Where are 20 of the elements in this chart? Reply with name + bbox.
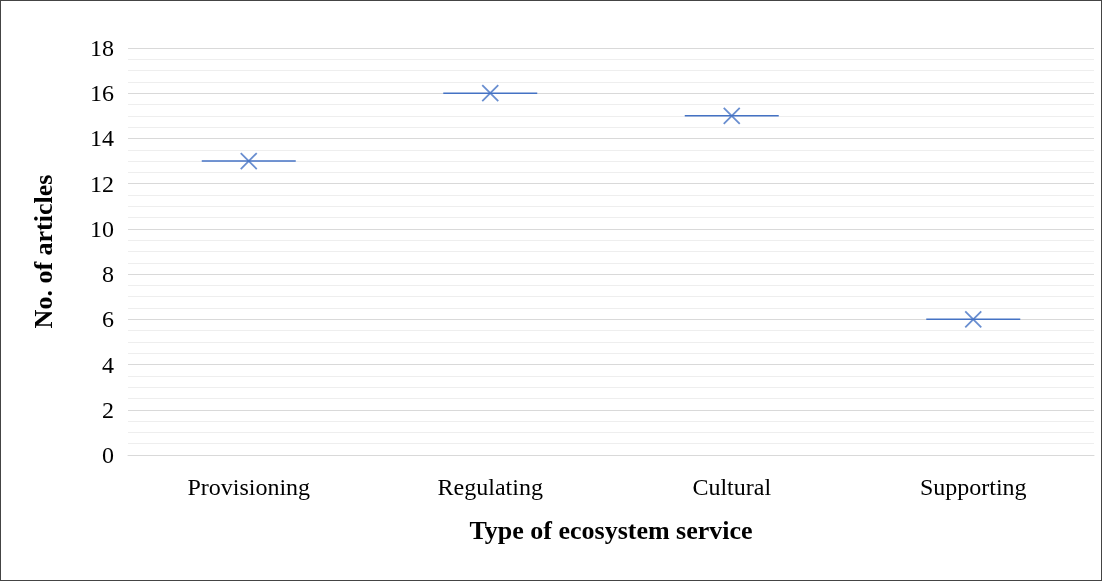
y-tick-label: 12 bbox=[90, 170, 114, 197]
x-tick-label: Supporting bbox=[919, 474, 1027, 500]
y-axis-title: No. of articles bbox=[28, 174, 58, 329]
x-tick-label: Regulating bbox=[437, 474, 543, 500]
point bbox=[964, 310, 983, 329]
y-tick-label: 2 bbox=[102, 396, 114, 423]
y-tick-label: 14 bbox=[90, 125, 114, 152]
x-axis-title: Type of ecosystem service bbox=[469, 515, 753, 545]
y-tick-label: 0 bbox=[102, 442, 114, 468]
point bbox=[481, 84, 500, 103]
y-tick-label: 6 bbox=[102, 306, 114, 333]
y-tick-label: 4 bbox=[102, 351, 114, 378]
point bbox=[239, 152, 258, 170]
y-tick-label: 18 bbox=[90, 35, 114, 61]
y-tick-label: 10 bbox=[90, 215, 114, 242]
y-tick-label: 8 bbox=[102, 261, 114, 288]
y-tick-label: 16 bbox=[90, 80, 114, 107]
x-tick-label: Cultural bbox=[692, 474, 772, 500]
point bbox=[722, 106, 741, 125]
x-tick-label: Provisioning bbox=[187, 474, 311, 500]
